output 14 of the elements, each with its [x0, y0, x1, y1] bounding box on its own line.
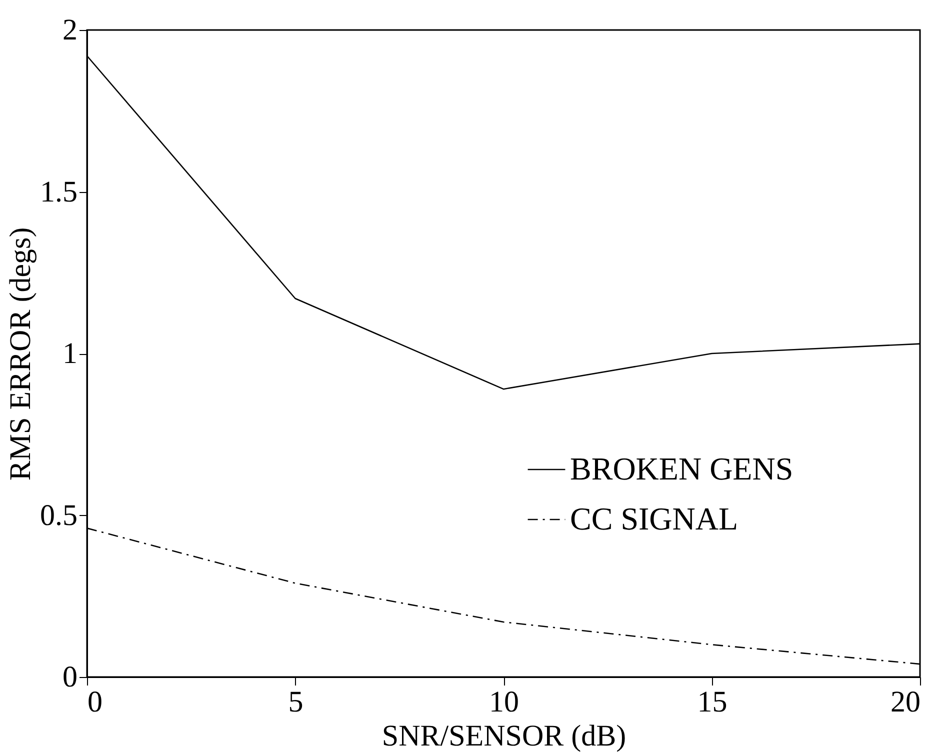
y-tick-label: 1.5: [40, 175, 78, 208]
y-tick-label: 0: [62, 660, 78, 694]
y-tick-label: 2: [62, 14, 78, 46]
legend-label: BROKEN GENS: [570, 450, 794, 486]
x-tick-label: 15: [697, 686, 728, 718]
x-tick-label: 0: [88, 686, 102, 718]
x-axis-title: SNR/SENSOR (dB): [382, 720, 626, 752]
y-axis-title: RMS ERROR (degs): [4, 227, 37, 481]
x-tick-label: 20: [890, 686, 920, 718]
legend-label: CC SIGNAL: [570, 500, 738, 536]
x-tick-label: 5: [288, 686, 304, 718]
x-tick-label: 10: [489, 686, 519, 718]
y-tick-label: 0.5: [40, 498, 78, 532]
y-tick-label: 1: [62, 337, 78, 370]
